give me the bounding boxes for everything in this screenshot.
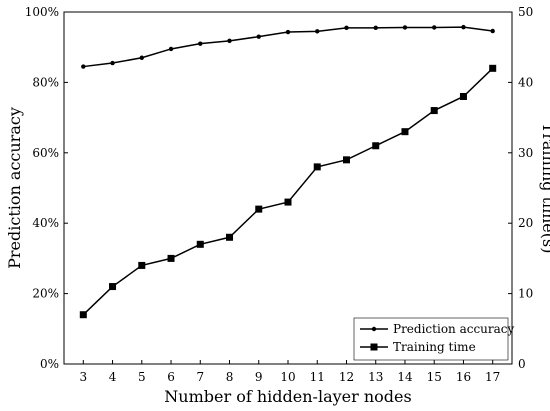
x-tick-label: 7	[196, 370, 204, 384]
right-tick-label: 10	[518, 287, 533, 301]
training-time-point	[284, 198, 292, 206]
training-time-point	[313, 163, 321, 171]
x-tick-label: 16	[456, 370, 471, 384]
legend-time-label: Training time	[393, 340, 476, 354]
legend-accuracy-marker	[371, 326, 377, 332]
left-tick-label: 60%	[32, 146, 59, 160]
series-layer	[79, 24, 497, 319]
left-tick-label: 100%	[25, 5, 59, 19]
x-tick-label: 13	[368, 370, 383, 384]
training-time-point	[489, 64, 497, 72]
prediction-accuracy-point	[315, 29, 320, 34]
right-tick-label: 40	[518, 75, 533, 89]
x-tick-label: 14	[397, 370, 413, 384]
right-tick-label: 0	[518, 357, 526, 371]
training-time-point	[255, 205, 263, 213]
training-time-point	[79, 311, 87, 319]
training-time-line	[82, 67, 494, 316]
legend-box	[353, 317, 509, 361]
right-tick-label: 30	[518, 146, 533, 160]
prediction-accuracy-point	[139, 55, 144, 60]
left-tick-label: 80%	[32, 75, 59, 89]
x-tick-label: 5	[138, 370, 146, 384]
training-time-point	[401, 128, 409, 136]
prediction-accuracy-point	[373, 25, 378, 31]
right-tick-label: 50	[518, 5, 533, 19]
right-axis-ticks: 0 10 20 30 40 50	[508, 5, 533, 371]
left-tick-label: 20%	[32, 287, 59, 301]
prediction-accuracy-point	[402, 25, 408, 30]
left-axis-title: Prediction accuracy	[5, 107, 24, 269]
prediction-accuracy-point	[198, 41, 203, 46]
left-axis-ticks: 0% 20% 40% 60% 80% 100%	[25, 5, 68, 371]
training-time-point	[342, 156, 350, 164]
x-tick-label: 6	[167, 370, 175, 384]
prediction-accuracy-point	[344, 25, 349, 31]
legend-accuracy-label: Prediction accuracy	[393, 322, 515, 336]
plot-frame	[63, 11, 513, 365]
training-time-point	[459, 92, 467, 100]
x-tick-label: 12	[339, 370, 354, 384]
prediction-accuracy-point	[256, 34, 261, 39]
training-time-point	[109, 283, 117, 291]
right-tick-label: 20	[518, 216, 533, 230]
prediction-accuracy-point	[432, 25, 437, 30]
prediction-accuracy-point	[168, 46, 174, 52]
legend-time-marker	[370, 343, 378, 351]
prediction-accuracy-point	[285, 29, 291, 35]
prediction-accuracy-point	[490, 28, 495, 34]
x-tick-label: 11	[310, 370, 325, 384]
prediction-accuracy-point	[81, 64, 86, 69]
x-tick-label: 4	[109, 370, 117, 384]
training-time-point	[226, 233, 234, 241]
x-tick-label: 15	[427, 370, 442, 384]
left-tick-label: 0%	[40, 357, 59, 371]
training-time-point	[430, 107, 438, 115]
prediction-accuracy-point	[461, 24, 466, 30]
x-tick-label: 8	[226, 370, 234, 384]
training-time-point	[167, 254, 175, 262]
training-time-point	[196, 240, 204, 248]
left-tick-label: 40%	[32, 216, 59, 230]
x-axis-ticks: 3 4 5 6 7 8 9 10 11 12 13 14 15 16 17	[79, 360, 500, 384]
x-tick-label: 17	[485, 370, 500, 384]
x-tick-label: 9	[255, 370, 263, 384]
prediction-accuracy-point	[227, 38, 232, 44]
training-time-point	[372, 142, 380, 150]
legend: Prediction accuracy Training time	[353, 317, 515, 361]
x-axis-title: Number of hidden-layer nodes	[164, 387, 411, 406]
training-time-point	[138, 261, 146, 269]
x-tick-label: 10	[280, 370, 295, 384]
x-tick-label: 3	[79, 370, 87, 384]
prediction-accuracy-point	[110, 60, 115, 66]
right-axis-title: Training time(s)	[539, 123, 550, 254]
